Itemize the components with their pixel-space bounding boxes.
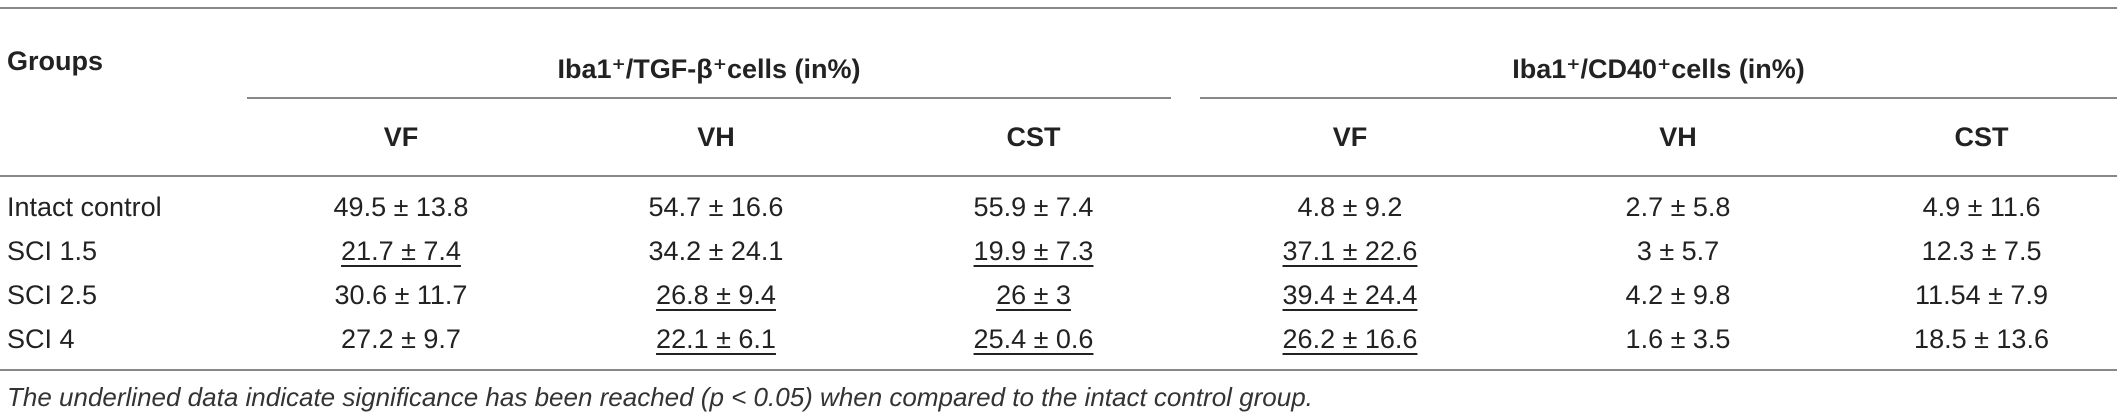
- table-row: Intact control 49.5 ± 13.8 54.7 ± 16.6 55.9…: [0, 176, 2117, 229]
- table-cell: 26.8 ± 9.4: [555, 273, 877, 317]
- row-label: SCI 1.5: [7, 235, 98, 266]
- row-label: Intact control: [7, 191, 162, 222]
- significant-value: 39.4 ± 24.4: [1282, 279, 1418, 310]
- cell-value: 3 ± 5.7: [1636, 235, 1720, 266]
- significant-value: 19.9 ± 7.3: [973, 235, 1094, 266]
- table-row: SCI 4 27.2 ± 9.7 22.1 ± 6.1 25.4 ± 0.6 26.2 …: [0, 317, 2117, 371]
- table-cell: 26.2 ± 16.6: [1190, 317, 1510, 371]
- significant-value: 26 ± 3: [996, 279, 1071, 310]
- significant-value: 21.7 ± 7.4: [341, 235, 461, 266]
- cell-value: 2.7 ± 5.8: [1625, 191, 1731, 222]
- cell-value: 4.2 ± 9.8: [1625, 279, 1731, 310]
- table-cell: 18.5 ± 13.6: [1846, 317, 2117, 371]
- table-cell: 1.6 ± 3.5: [1510, 317, 1846, 371]
- footnote: The underlined data indicate significanc…: [7, 382, 1313, 412]
- column-header: CST: [877, 99, 1190, 177]
- table-cell: 54.7 ± 16.6: [555, 176, 877, 229]
- cell-value: 11.54 ± 7.9: [1915, 279, 2048, 310]
- group-header: Iba1⁺/CD40⁺cells (in%): [1190, 8, 2117, 99]
- group-rule: [247, 97, 1171, 99]
- table-row: SCI 2.5 30.6 ± 11.7 26.8 ± 9.4 26 ± 3 39.4 ±…: [0, 273, 2117, 317]
- column-header: VF: [1190, 99, 1510, 177]
- table-cell: 2.7 ± 5.8: [1510, 176, 1846, 229]
- cell-value: 4.8 ± 9.2: [1297, 191, 1403, 222]
- empty-header: [0, 99, 247, 177]
- table-cell: 26 ± 3: [877, 273, 1190, 317]
- table-cell: 19.9 ± 7.3: [877, 229, 1190, 273]
- significant-value: 25.4 ± 0.6: [973, 323, 1094, 354]
- table-cell: 3 ± 5.7: [1510, 229, 1846, 273]
- significant-value: 37.1 ± 22.6: [1282, 235, 1418, 266]
- group-header: Iba1⁺/TGF-β⁺cells (in%): [247, 8, 1190, 99]
- cell-value: 1.6 ± 3.5: [1625, 323, 1731, 354]
- table-cell: 11.54 ± 7.9: [1846, 273, 2117, 317]
- cell-value: 18.5 ± 13.6: [1914, 323, 2049, 354]
- table-cell: 12.3 ± 7.5: [1846, 229, 2117, 273]
- column-header: CST: [1846, 99, 2117, 177]
- significant-value: 22.1 ± 6.1: [656, 323, 776, 354]
- table-cell: 39.4 ± 24.4: [1190, 273, 1510, 317]
- table-cell: 55.9 ± 7.4: [877, 176, 1190, 229]
- corner-header: Groups: [7, 45, 104, 76]
- cell-value: 27.2 ± 9.7: [341, 323, 461, 354]
- group-label: Iba1⁺/CD40⁺cells (in%): [1512, 54, 1805, 84]
- column-header: VF: [247, 99, 555, 177]
- table-cell: 25.4 ± 0.6: [877, 317, 1190, 371]
- column-header-row: VF VH CST VF VH CST: [0, 99, 2117, 177]
- table-cell: 34.2 ± 24.1: [555, 229, 877, 273]
- group-rule: [1200, 97, 2117, 99]
- column-header: VH: [1510, 99, 1846, 177]
- table-cell: 22.1 ± 6.1: [555, 317, 877, 371]
- cell-value: 12.3 ± 7.5: [1921, 235, 2042, 266]
- cell-value: 55.9 ± 7.4: [973, 191, 1094, 222]
- row-label: SCI 2.5: [7, 279, 98, 310]
- table-cell: 21.7 ± 7.4: [247, 229, 555, 273]
- cell-value: 54.7 ± 16.6: [648, 191, 784, 222]
- table-cell: 49.5 ± 13.8: [247, 176, 555, 229]
- table-cell: 4.9 ± 11.6: [1846, 176, 2117, 229]
- cell-value: 4.9 ± 11.6: [1922, 191, 2041, 222]
- data-table: Groups Iba1⁺/TGF-β⁺cells (in%) Iba1⁺/CD4…: [0, 7, 2117, 371]
- table-row: SCI 1.5 21.7 ± 7.4 34.2 ± 24.1 19.9 ± 7.3 37…: [0, 229, 2117, 273]
- table-cell: 30.6 ± 11.7: [247, 273, 555, 317]
- cell-value: 34.2 ± 24.1: [648, 235, 784, 266]
- group-label: Iba1⁺/TGF-β⁺cells (in%): [557, 54, 861, 84]
- cell-value: 30.6 ± 11.7: [334, 279, 468, 310]
- table-cell: 37.1 ± 22.6: [1190, 229, 1510, 273]
- table-body: Intact control 49.5 ± 13.8 54.7 ± 16.6 55.9…: [0, 176, 2117, 371]
- significant-value: 26.8 ± 9.4: [656, 279, 776, 310]
- table-cell: 27.2 ± 9.7: [247, 317, 555, 371]
- column-header: VH: [555, 99, 877, 177]
- header-row: Groups Iba1⁺/TGF-β⁺cells (in%) Iba1⁺/CD4…: [0, 8, 2117, 99]
- table-cell: 4.8 ± 9.2: [1190, 176, 1510, 229]
- table-cell: 4.2 ± 9.8: [1510, 273, 1846, 317]
- significant-value: 26.2 ± 16.6: [1282, 323, 1418, 354]
- cell-value: 49.5 ± 13.8: [333, 191, 469, 222]
- row-label: SCI 4: [0, 317, 247, 371]
